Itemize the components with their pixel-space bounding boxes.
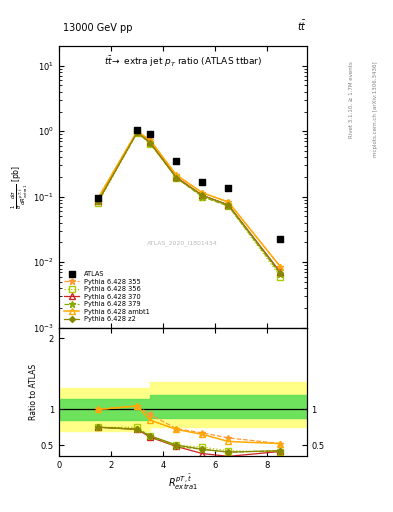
Text: ATLAS_2020_I1801434: ATLAS_2020_I1801434	[147, 240, 218, 246]
Point	[95, 194, 101, 202]
Text: Rivet 3.1.10, ≥ 1.7M events: Rivet 3.1.10, ≥ 1.7M events	[349, 61, 354, 138]
Point	[277, 234, 284, 243]
Text: 13000 GeV pp: 13000 GeV pp	[63, 23, 132, 33]
Text: $t\bar{t}\!\rightarrow$ extra jet $p_T$ ratio (ATLAS ttbar): $t\bar{t}\!\rightarrow$ extra jet $p_T$ …	[104, 55, 262, 70]
Y-axis label: $\frac{1}{\sigma}\frac{d\sigma}{dR^{pT,\bar{t}}_{extra1}}$ [pb]: $\frac{1}{\sigma}\frac{d\sigma}{dR^{pT,\…	[10, 165, 30, 209]
Point	[134, 126, 140, 134]
Point	[225, 184, 231, 193]
Text: $t\bar{t}$: $t\bar{t}$	[297, 19, 307, 33]
X-axis label: $R^{pT,\bar{t}}_{extra1}$: $R^{pT,\bar{t}}_{extra1}$	[167, 472, 198, 492]
Point	[147, 130, 153, 138]
Point	[173, 157, 179, 165]
Text: mcplots.cern.ch [arXiv:1306.3436]: mcplots.cern.ch [arXiv:1306.3436]	[373, 61, 378, 157]
Y-axis label: Ratio to ATLAS: Ratio to ATLAS	[29, 364, 38, 420]
Point	[199, 178, 206, 186]
Legend: ATLAS, Pythia 6.428 355, Pythia 6.428 356, Pythia 6.428 370, Pythia 6.428 379, P: ATLAS, Pythia 6.428 355, Pythia 6.428 35…	[62, 269, 152, 324]
